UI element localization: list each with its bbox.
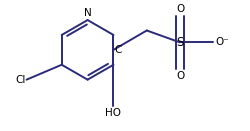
Text: Cl: Cl [15,75,26,85]
Text: O: O [175,71,184,81]
Text: S: S [176,36,183,49]
Text: HO: HO [105,108,121,118]
Text: C: C [114,45,121,55]
Text: O: O [175,4,184,14]
Text: O⁻: O⁻ [214,37,228,47]
Text: N: N [84,8,91,18]
